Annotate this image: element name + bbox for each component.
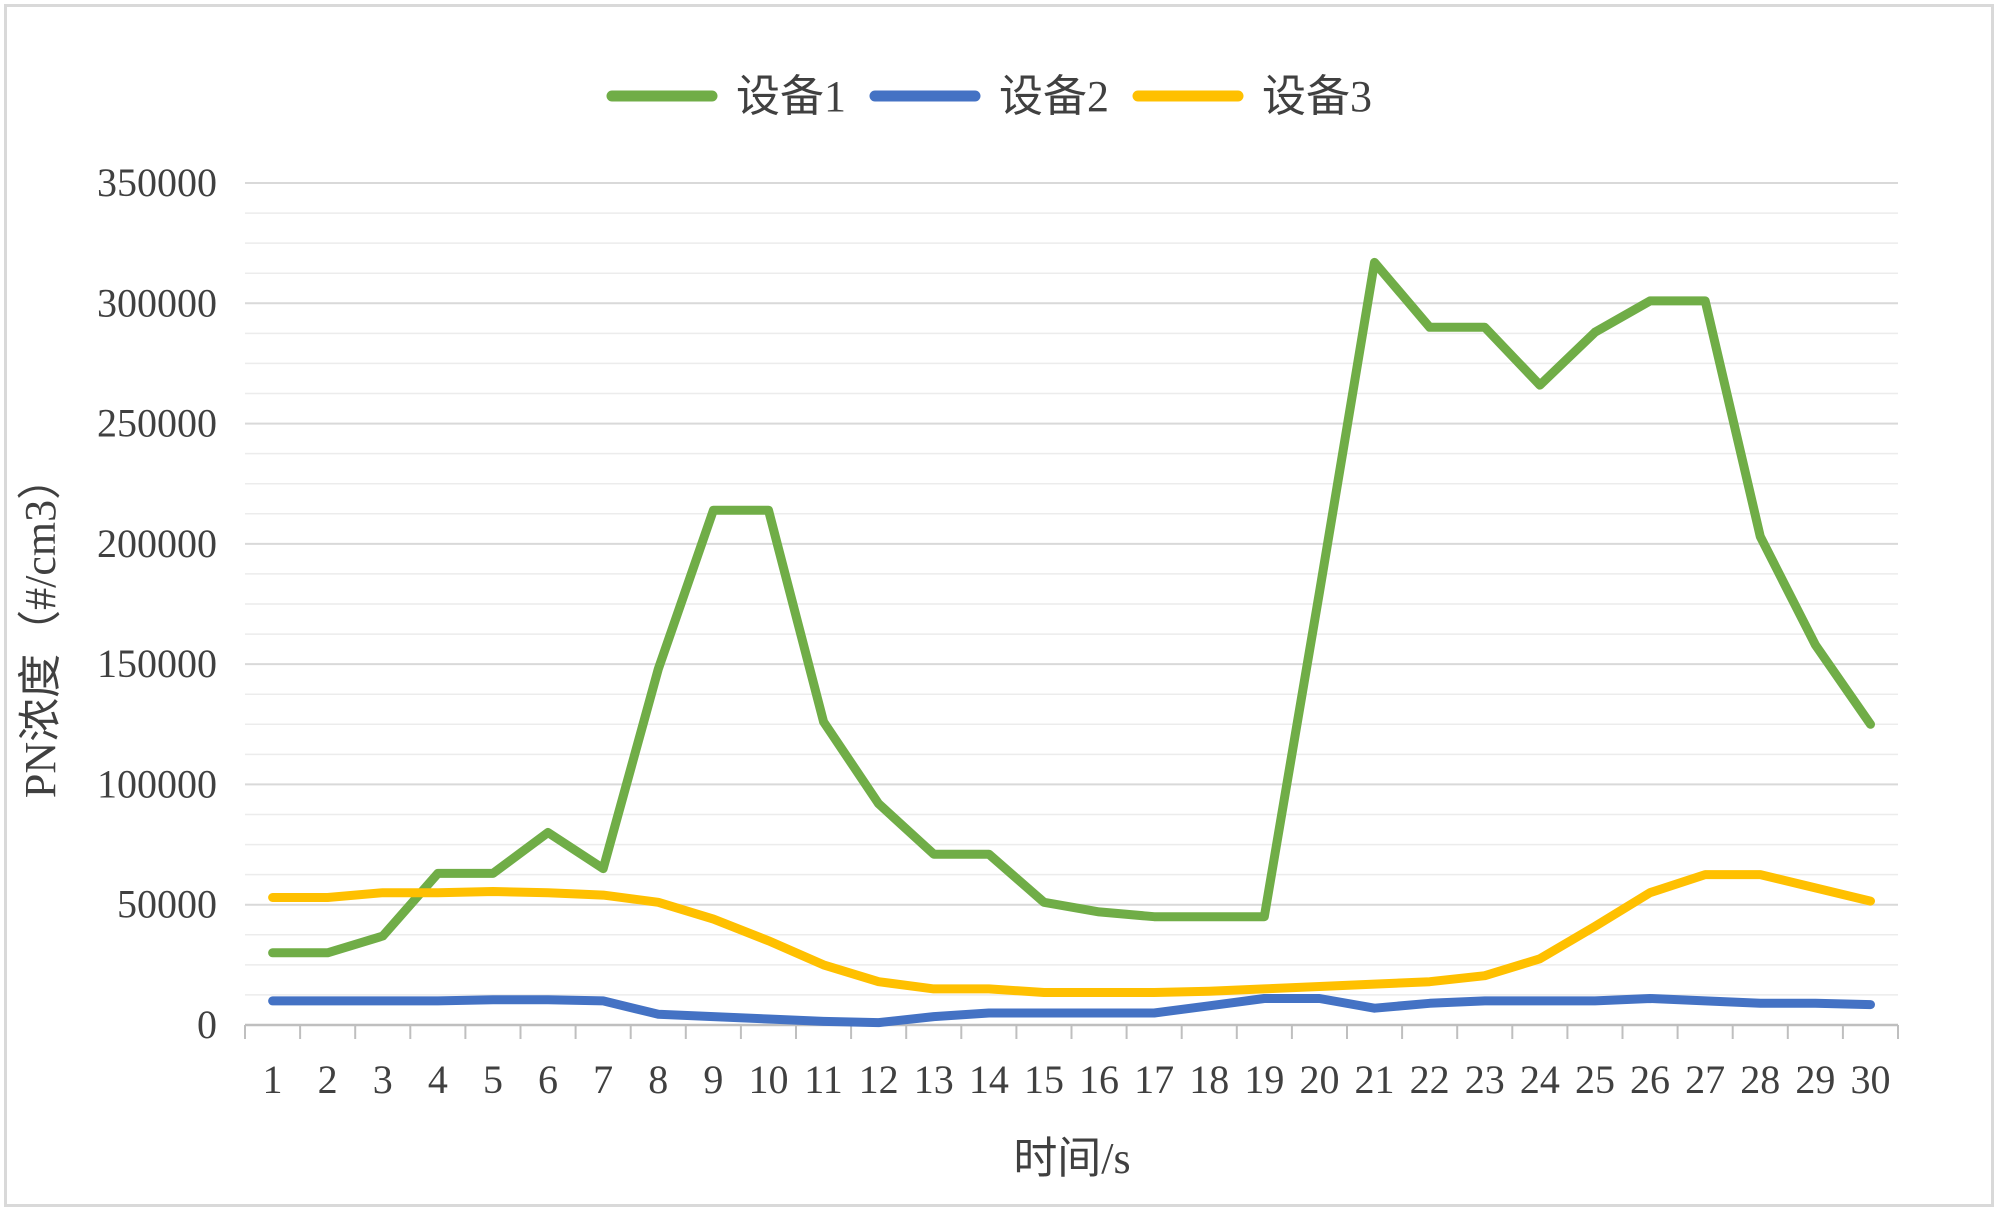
- x-tick-label: 8: [648, 1057, 668, 1102]
- gridlines: [245, 182, 1898, 996]
- x-tick-label: 22: [1410, 1057, 1450, 1102]
- x-tick-label: 4: [428, 1057, 448, 1102]
- x-tick-label: 29: [1795, 1057, 1835, 1102]
- y-tick-label: 150000: [97, 641, 217, 686]
- legend: 设备1 设备2 设备3: [606, 72, 1372, 121]
- x-tick-label: 20: [1299, 1057, 1339, 1102]
- x-tick-label: 7: [593, 1057, 613, 1102]
- x-tick-label: 16: [1079, 1057, 1119, 1102]
- x-tick-label: 27: [1685, 1057, 1725, 1102]
- x-tick-label: 26: [1630, 1057, 1670, 1102]
- x-tick-label: 13: [914, 1057, 954, 1102]
- y-tick-label: 250000: [97, 401, 217, 446]
- series-line-2: [268, 994, 1875, 1028]
- y-tick-label: 350000: [97, 160, 217, 205]
- x-tick-label: 17: [1134, 1057, 1174, 1102]
- y-tick-label: 50000: [117, 882, 217, 927]
- series-line-3: [268, 870, 1875, 997]
- series-lines: [268, 257, 1875, 1028]
- x-tick-label: 23: [1465, 1057, 1505, 1102]
- y-tick-label: 100000: [97, 761, 217, 806]
- x-tick-label: 1: [263, 1057, 283, 1102]
- x-tick-label: 9: [703, 1057, 723, 1102]
- x-axis-title: 时间/s: [1013, 1134, 1130, 1183]
- axes: [244, 1023, 1899, 1039]
- y-tick-label: 0: [197, 1002, 217, 1047]
- y-tick-labels: 0 50000 100000 150000 200000 250000 300000 3500…: [97, 160, 217, 1047]
- y-tick-label: 300000: [97, 280, 217, 325]
- legend-label-2: 设备2: [999, 72, 1109, 121]
- x-tick-label: 19: [1244, 1057, 1284, 1102]
- x-tick-label: 14: [969, 1057, 1009, 1102]
- x-tick-label: 11: [804, 1057, 843, 1102]
- legend-label-1: 设备1: [736, 72, 846, 121]
- x-tick-label: 5: [483, 1057, 503, 1102]
- legend-label-3: 设备3: [1262, 72, 1372, 121]
- x-tick-label: 2: [318, 1057, 338, 1102]
- x-tick-label: 3: [373, 1057, 393, 1102]
- y-axis-title: PN浓度（#/cm3）: [16, 456, 65, 798]
- x-tick-label: 15: [1024, 1057, 1064, 1102]
- x-tick-label: 18: [1189, 1057, 1229, 1102]
- x-tick-label: 25: [1575, 1057, 1615, 1102]
- series-line-1: [268, 257, 1875, 958]
- y-tick-label: 200000: [97, 521, 217, 566]
- x-tick-label: 21: [1355, 1057, 1395, 1102]
- x-tick-label: 24: [1520, 1057, 1560, 1102]
- x-tick-label: 10: [748, 1057, 788, 1102]
- x-tick-label: 12: [859, 1057, 899, 1102]
- chart-frame: [4, 4, 1994, 1207]
- x-tick-label: 6: [538, 1057, 558, 1102]
- x-tick-label: 30: [1850, 1057, 1890, 1102]
- x-tick-label: 28: [1740, 1057, 1780, 1102]
- x-tick-labels: 1 2 3 4 5 6 7 8 9 10 11 12 13 14 15 16 17 18 19 20 21 22 23 24 2…: [263, 1057, 1891, 1102]
